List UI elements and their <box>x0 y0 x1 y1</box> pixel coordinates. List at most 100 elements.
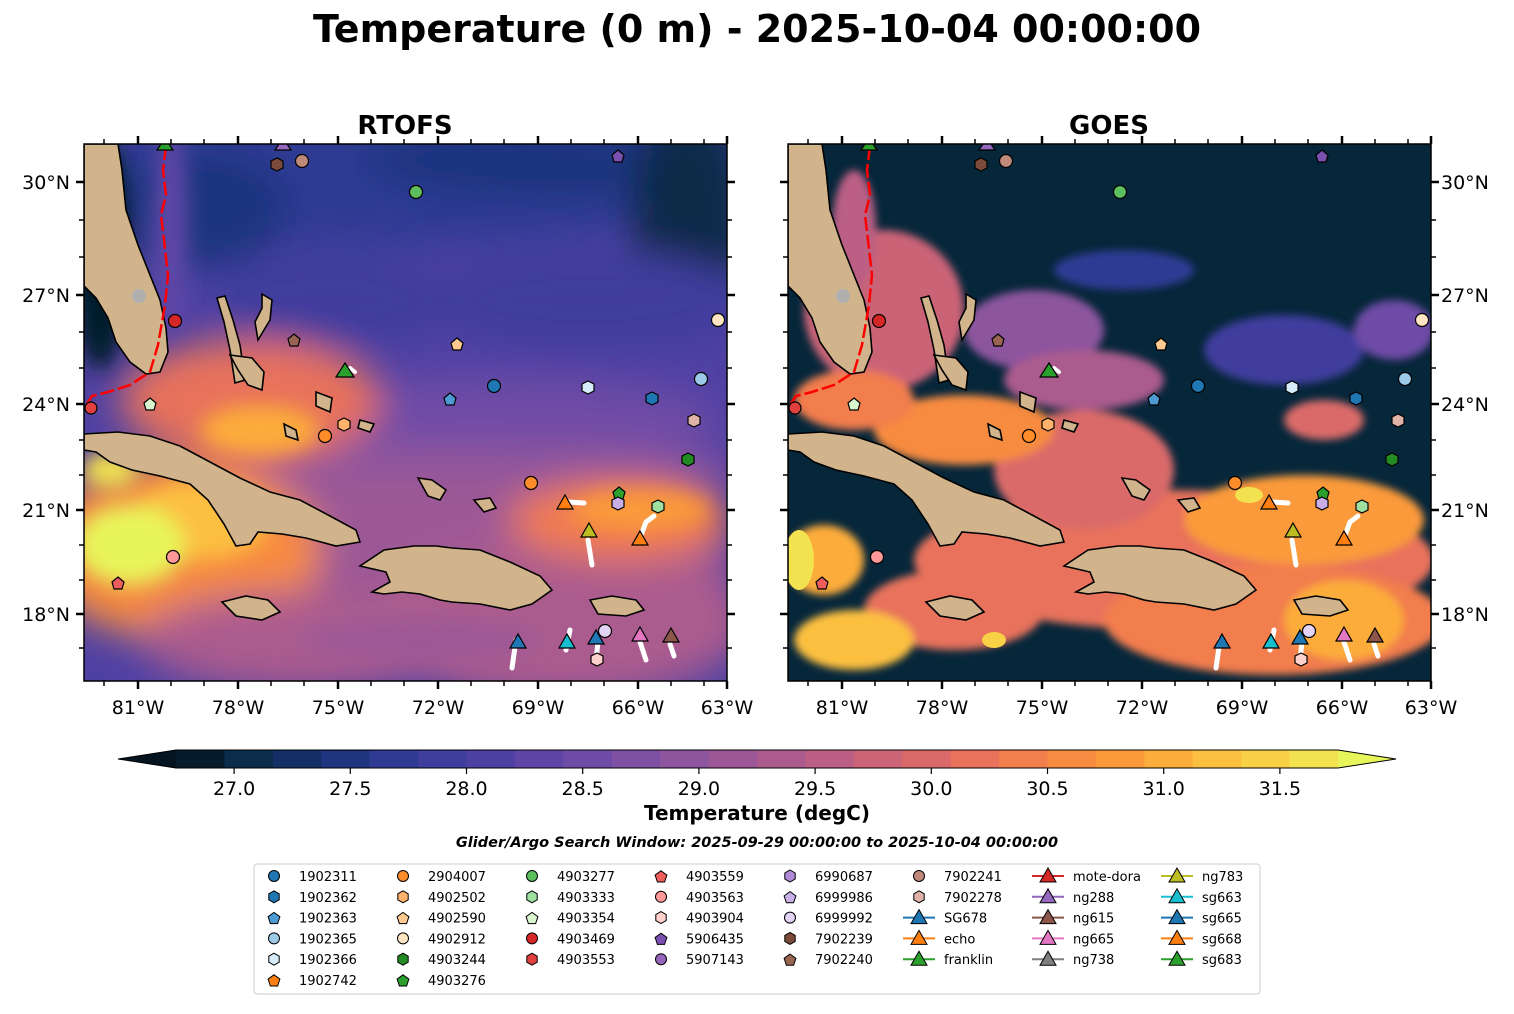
legend-label: 7902240 <box>815 953 873 968</box>
legend-entry: 1902362 <box>268 890 357 906</box>
legend: 1902311 1902362 1902363 1902365 1902366 19027… <box>253 863 1261 995</box>
goes-panel: GOES <box>778 111 1489 719</box>
rtofs-xtick: 78°W <box>212 697 265 719</box>
legend-entry: 1902742 <box>267 974 357 989</box>
goes-panel-title: GOES <box>1069 111 1149 141</box>
legend-marker <box>1039 866 1057 883</box>
legend-entry: 1902311 <box>268 870 357 885</box>
legend-entry: 1902365 <box>268 932 357 947</box>
goes-xtick: 69°W <box>1216 697 1269 719</box>
legend-marker <box>910 908 928 925</box>
legend-marker <box>526 890 538 904</box>
legend-marker <box>655 953 667 966</box>
rtofs-ytick: 21°N <box>22 500 70 522</box>
legend-marker <box>396 911 410 925</box>
legend-label: 4903563 <box>686 891 744 906</box>
legend-entry: ng288 <box>1032 887 1114 906</box>
figure-title: Temperature (0 m) - 2025-10-04 00:00:00 <box>313 7 1201 51</box>
legend-label: 4903559 <box>686 870 744 885</box>
legend-label: 7902239 <box>815 932 873 947</box>
colorbar-segment <box>902 750 952 768</box>
colorbar-tick-label: 28.5 <box>562 778 604 800</box>
rtofs-temperature-field <box>84 144 727 681</box>
legend-entry: sg683 <box>1161 950 1242 968</box>
legend-label: ng738 <box>1073 953 1114 968</box>
legend-marker <box>784 911 796 924</box>
colorbar-segment <box>321 750 371 768</box>
legend-label: 7902278 <box>944 891 1002 906</box>
legend-marker <box>268 932 280 945</box>
colorbar-tick-label: 28.0 <box>445 778 487 800</box>
colorbar-tick-label: 29.0 <box>678 778 720 800</box>
legend-marker <box>526 952 538 966</box>
legend-label: 1902311 <box>299 870 357 885</box>
legend-entry: 4903276 <box>396 974 486 989</box>
legend-label: 6999992 <box>815 912 873 927</box>
legend-label: 4903904 <box>686 912 744 927</box>
goes-x-tick-labels: 81°W 78°W 75°W 72°W 69°W 66°W 63°W <box>816 697 1458 719</box>
colorbar-label: Temperature (degC) <box>644 801 870 825</box>
legend-marker <box>654 932 668 945</box>
legend-marker <box>913 870 925 882</box>
legend-entry: 6990687 <box>784 869 873 885</box>
legend-marker <box>1168 908 1186 925</box>
colorbar-segment <box>369 750 419 768</box>
legend-entry: 4902502 <box>397 890 486 906</box>
legend-marker <box>783 890 797 904</box>
colorbar-segment <box>660 750 710 768</box>
legend-marker <box>655 911 667 925</box>
legend-marker <box>655 890 667 903</box>
goes-xtick: 81°W <box>816 697 869 719</box>
legend-marker <box>1168 929 1186 945</box>
legend-marker <box>267 911 281 925</box>
legend-marker <box>1168 887 1186 904</box>
legend-marker <box>526 870 538 882</box>
legend-marker <box>1039 908 1057 925</box>
legend-label: SG678 <box>944 912 987 927</box>
legend-entry: 4903244 <box>397 952 486 968</box>
colorbar-tick-label: 30.0 <box>910 778 952 800</box>
colorbar-segment <box>466 750 516 768</box>
rtofs-xtick: 69°W <box>512 697 565 719</box>
legend-label: 1902362 <box>299 891 357 906</box>
legend-label: 1902742 <box>299 974 357 989</box>
legend-label: 4902912 <box>428 932 486 947</box>
legend-label: 6999986 <box>815 891 873 906</box>
legend-entry: echo <box>903 929 975 947</box>
legend-marker <box>396 974 410 987</box>
legend-entry: 4902590 <box>396 911 486 927</box>
legend-entry: sg665 <box>1161 908 1242 927</box>
legend-entry: 1902366 <box>268 952 357 968</box>
legend-marker <box>784 931 796 945</box>
legend-label: franklin <box>944 953 993 968</box>
legend-label: 1902365 <box>299 932 357 947</box>
goes-xtick: 63°W <box>1405 697 1458 719</box>
legend-label: sg683 <box>1202 953 1242 968</box>
legend-entry: 7902239 <box>784 931 873 947</box>
legend-marker <box>397 932 409 945</box>
legend-marker <box>654 870 668 883</box>
legend-label: ng615 <box>1073 912 1114 927</box>
rtofs-xtick: 72°W <box>412 697 465 719</box>
colorbar-ticks: 27.0 27.5 28.0 28.5 29.0 29.5 30.0 30.5 31.0 31.5 <box>213 768 1301 800</box>
colorbar-tick-label: 27.0 <box>213 778 255 800</box>
legend-marker <box>1039 950 1057 966</box>
colorbar-segment <box>1095 750 1145 768</box>
legend-marker <box>1168 950 1186 966</box>
legend-entry: 4903277 <box>526 870 615 885</box>
legend-items: 1902311 1902362 1902363 1902365 1902366 19027… <box>267 866 1243 989</box>
legend-entry: ng738 <box>1032 950 1114 968</box>
legend-marker <box>1039 929 1057 945</box>
goes-xtick: 75°W <box>1016 697 1069 719</box>
legend-marker <box>1168 866 1186 883</box>
colorbar-segment <box>1289 750 1339 768</box>
legend-label: 4902590 <box>428 912 486 927</box>
legend-entry: 4903333 <box>526 890 615 906</box>
colorbar-tick-label: 30.5 <box>1026 778 1068 800</box>
colorbar-over-arrow <box>1338 750 1396 768</box>
colorbar-tick-label: 27.5 <box>329 778 371 800</box>
colorbar-segment <box>1144 750 1194 768</box>
colorbar-tick-label: 31.0 <box>1143 778 1185 800</box>
colorbar-segment <box>611 750 661 768</box>
legend-entry: 4903563 <box>655 890 744 906</box>
